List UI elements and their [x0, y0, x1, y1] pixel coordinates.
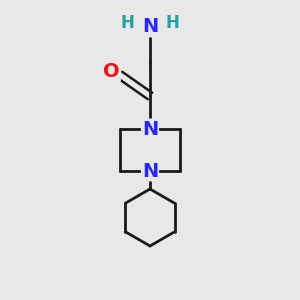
Text: O: O	[103, 62, 120, 81]
Text: H: H	[121, 14, 134, 32]
Text: N: N	[142, 161, 158, 181]
Text: N: N	[142, 119, 158, 139]
Text: H: H	[166, 14, 179, 32]
Text: N: N	[142, 17, 158, 37]
